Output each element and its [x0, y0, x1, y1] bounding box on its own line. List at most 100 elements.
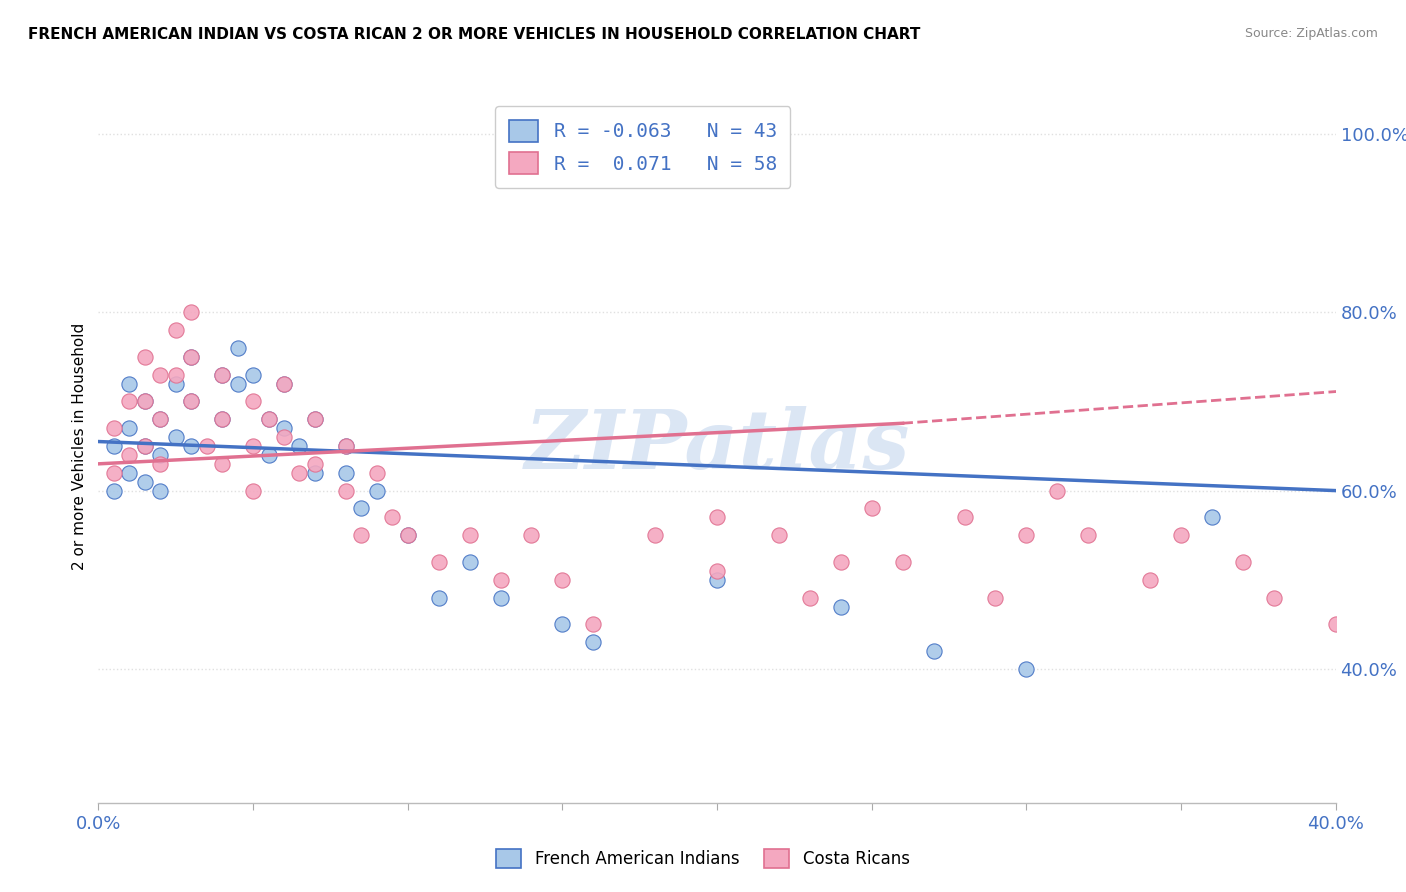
Point	[335, 439, 357, 453]
Point	[118, 376, 141, 391]
Point	[180, 439, 202, 453]
Point	[242, 368, 264, 382]
Point	[1170, 528, 1192, 542]
Point	[1263, 591, 1285, 605]
Point	[118, 448, 141, 462]
Point	[180, 350, 202, 364]
Point	[226, 376, 249, 391]
Point	[768, 528, 790, 542]
Point	[350, 528, 373, 542]
Point	[103, 483, 125, 498]
Point	[134, 350, 156, 364]
Point	[953, 510, 976, 524]
Point	[304, 457, 326, 471]
Point	[149, 412, 172, 426]
Point	[799, 591, 821, 605]
Point	[489, 591, 512, 605]
Legend: French American Indians, Costa Ricans: French American Indians, Costa Ricans	[489, 843, 917, 875]
Point	[257, 412, 280, 426]
Point	[134, 439, 156, 453]
Point	[304, 412, 326, 426]
Point	[922, 644, 945, 658]
Point	[381, 510, 404, 524]
Point	[273, 376, 295, 391]
Point	[335, 466, 357, 480]
Point	[489, 573, 512, 587]
Text: FRENCH AMERICAN INDIAN VS COSTA RICAN 2 OR MORE VEHICLES IN HOUSEHOLD CORRELATIO: FRENCH AMERICAN INDIAN VS COSTA RICAN 2 …	[28, 27, 921, 42]
Point	[180, 394, 202, 409]
Point	[520, 528, 543, 542]
Text: Source: ZipAtlas.com: Source: ZipAtlas.com	[1244, 27, 1378, 40]
Point	[180, 350, 202, 364]
Point	[195, 439, 218, 453]
Point	[134, 475, 156, 489]
Point	[458, 555, 481, 569]
Point	[149, 448, 172, 462]
Point	[582, 617, 605, 632]
Point	[134, 439, 156, 453]
Point	[118, 421, 141, 435]
Point	[180, 394, 202, 409]
Point	[396, 528, 419, 542]
Point	[211, 412, 233, 426]
Point	[891, 555, 914, 569]
Point	[304, 412, 326, 426]
Point	[211, 412, 233, 426]
Point	[335, 483, 357, 498]
Point	[288, 466, 311, 480]
Point	[134, 394, 156, 409]
Point	[273, 421, 295, 435]
Point	[1324, 617, 1347, 632]
Point	[149, 457, 172, 471]
Point	[180, 305, 202, 319]
Point	[427, 591, 450, 605]
Point	[211, 368, 233, 382]
Point	[366, 483, 388, 498]
Point	[582, 635, 605, 649]
Point	[1139, 573, 1161, 587]
Point	[242, 394, 264, 409]
Point	[165, 376, 187, 391]
Point	[149, 412, 172, 426]
Point	[1201, 510, 1223, 524]
Point	[551, 573, 574, 587]
Point	[165, 368, 187, 382]
Point	[396, 528, 419, 542]
Point	[830, 555, 852, 569]
Point	[257, 412, 280, 426]
Point	[273, 376, 295, 391]
Point	[706, 564, 728, 578]
Text: ZIPatlas: ZIPatlas	[524, 406, 910, 486]
Point	[1077, 528, 1099, 542]
Point	[830, 599, 852, 614]
Y-axis label: 2 or more Vehicles in Household: 2 or more Vehicles in Household	[72, 322, 87, 570]
Point	[211, 368, 233, 382]
Point	[644, 528, 666, 542]
Point	[1015, 662, 1038, 676]
Point	[257, 448, 280, 462]
Point	[211, 457, 233, 471]
Point	[149, 368, 172, 382]
Point	[427, 555, 450, 569]
Point	[1046, 483, 1069, 498]
Point	[706, 510, 728, 524]
Point	[103, 466, 125, 480]
Point	[366, 466, 388, 480]
Point	[335, 439, 357, 453]
Point	[1232, 555, 1254, 569]
Point	[273, 430, 295, 444]
Point	[226, 341, 249, 355]
Point	[551, 617, 574, 632]
Point	[984, 591, 1007, 605]
Point	[118, 394, 141, 409]
Legend: R = -0.063   N = 43, R =  0.071   N = 58: R = -0.063 N = 43, R = 0.071 N = 58	[495, 106, 790, 188]
Point	[165, 430, 187, 444]
Point	[288, 439, 311, 453]
Point	[118, 466, 141, 480]
Point	[242, 483, 264, 498]
Point	[304, 466, 326, 480]
Point	[242, 439, 264, 453]
Point	[149, 483, 172, 498]
Point	[350, 501, 373, 516]
Point	[860, 501, 883, 516]
